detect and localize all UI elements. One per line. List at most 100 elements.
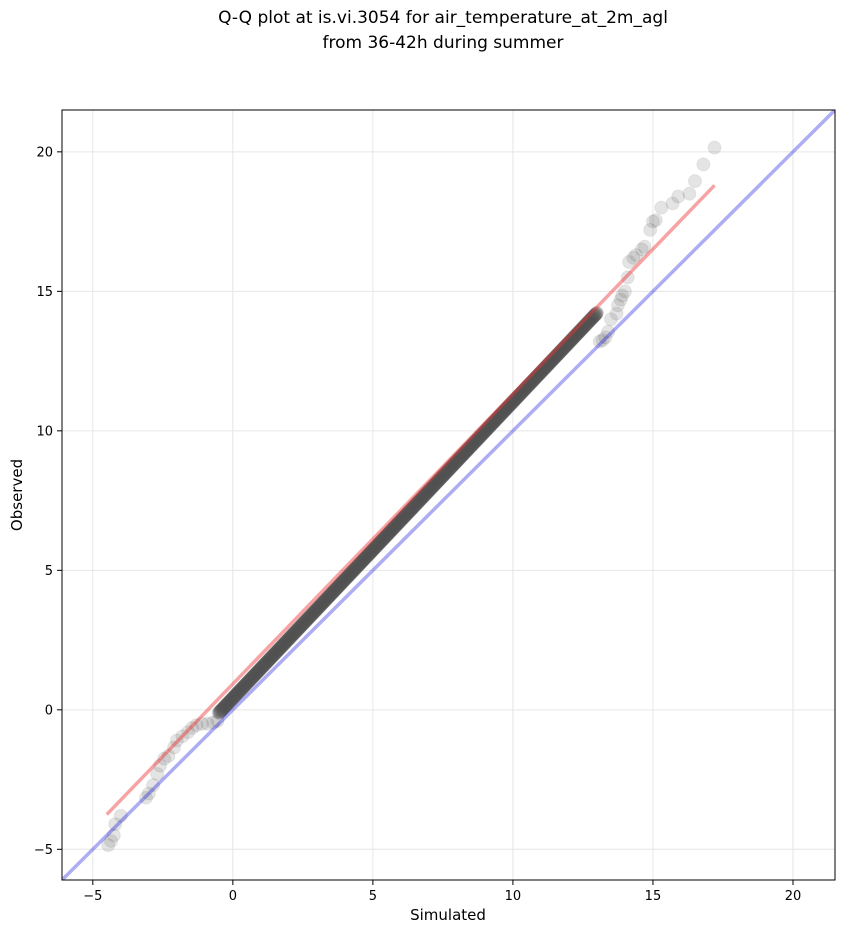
data-point [229,686,244,701]
data-point [269,644,284,659]
data-point [516,383,531,398]
data-point [440,463,455,478]
data-point [212,705,227,720]
data-point [513,386,528,401]
data-point [534,364,549,379]
data-point [489,412,504,427]
data-point [248,666,263,681]
data-point [220,697,235,712]
data-point [362,546,377,561]
data-point [518,381,533,396]
data-point [276,637,291,652]
data-point [387,519,402,534]
data-point [232,683,247,698]
data-point [175,729,190,744]
data-point [525,374,540,389]
data-point [290,623,305,638]
data-point [357,551,372,566]
data-point [359,549,374,564]
data-point [476,426,491,441]
data-point [385,521,400,536]
data-point [279,634,294,649]
data-point [428,476,443,491]
data-point [431,473,446,488]
data-point [588,307,603,322]
data-point [285,628,300,643]
data-point [696,157,711,172]
data-point [589,306,604,321]
data-point [366,542,381,557]
data-point [502,398,517,413]
data-point [347,562,362,577]
data-point [482,419,497,434]
data-point [401,505,416,520]
data-point [451,452,466,467]
data-point [569,327,584,342]
data-point [321,590,336,605]
data-point [254,660,269,675]
data-point [585,310,600,325]
data-point [325,585,340,600]
data-point [348,560,363,575]
data-point [503,397,518,412]
data-point [370,538,385,553]
data-point [242,673,257,688]
data-point [385,522,400,537]
data-point [574,321,589,336]
data-point [340,569,355,584]
data-point [381,526,396,541]
data-point [321,589,336,604]
data-point [483,418,498,433]
data-point [217,699,232,714]
data-point [354,555,369,570]
data-point [327,584,342,599]
data-point [236,679,251,694]
x-tick-label: −5 [83,889,102,904]
data-point [515,385,530,400]
data-point [374,534,389,549]
data-point [407,498,422,513]
data-point [169,733,184,748]
data-point [323,587,338,602]
data-point [332,577,347,592]
data-point [398,508,413,523]
data-point [251,664,266,679]
data-point [469,433,484,448]
data-point [595,333,610,348]
data-point [395,511,410,526]
data-point [426,479,441,494]
data-point [499,402,514,417]
data-point [462,440,477,455]
data-point [221,695,236,710]
data-point [298,613,313,628]
data-point [491,409,506,424]
data-point [337,573,352,588]
data-point [306,606,321,621]
data-point [707,140,722,155]
data-point [352,557,367,572]
data-point [255,659,270,674]
data-point [446,458,461,473]
x-axis-label: Simulated [410,906,486,924]
data-point [276,637,291,652]
data-point [322,589,337,604]
data-point [531,367,546,382]
data-point [299,612,314,627]
data-point [316,595,331,610]
data-point [330,580,345,595]
data-point [278,635,293,650]
data-point [332,578,347,593]
data-point [269,645,284,660]
data-point [221,695,236,710]
data-point [520,379,535,394]
data-point [377,530,392,545]
data-point [454,449,469,464]
data-point [479,422,494,437]
data-point [383,524,398,539]
data-point [475,426,490,441]
data-point [401,504,416,519]
data-point [473,429,488,444]
data-point [582,313,597,328]
data-point [540,357,555,372]
data-point [587,308,602,323]
